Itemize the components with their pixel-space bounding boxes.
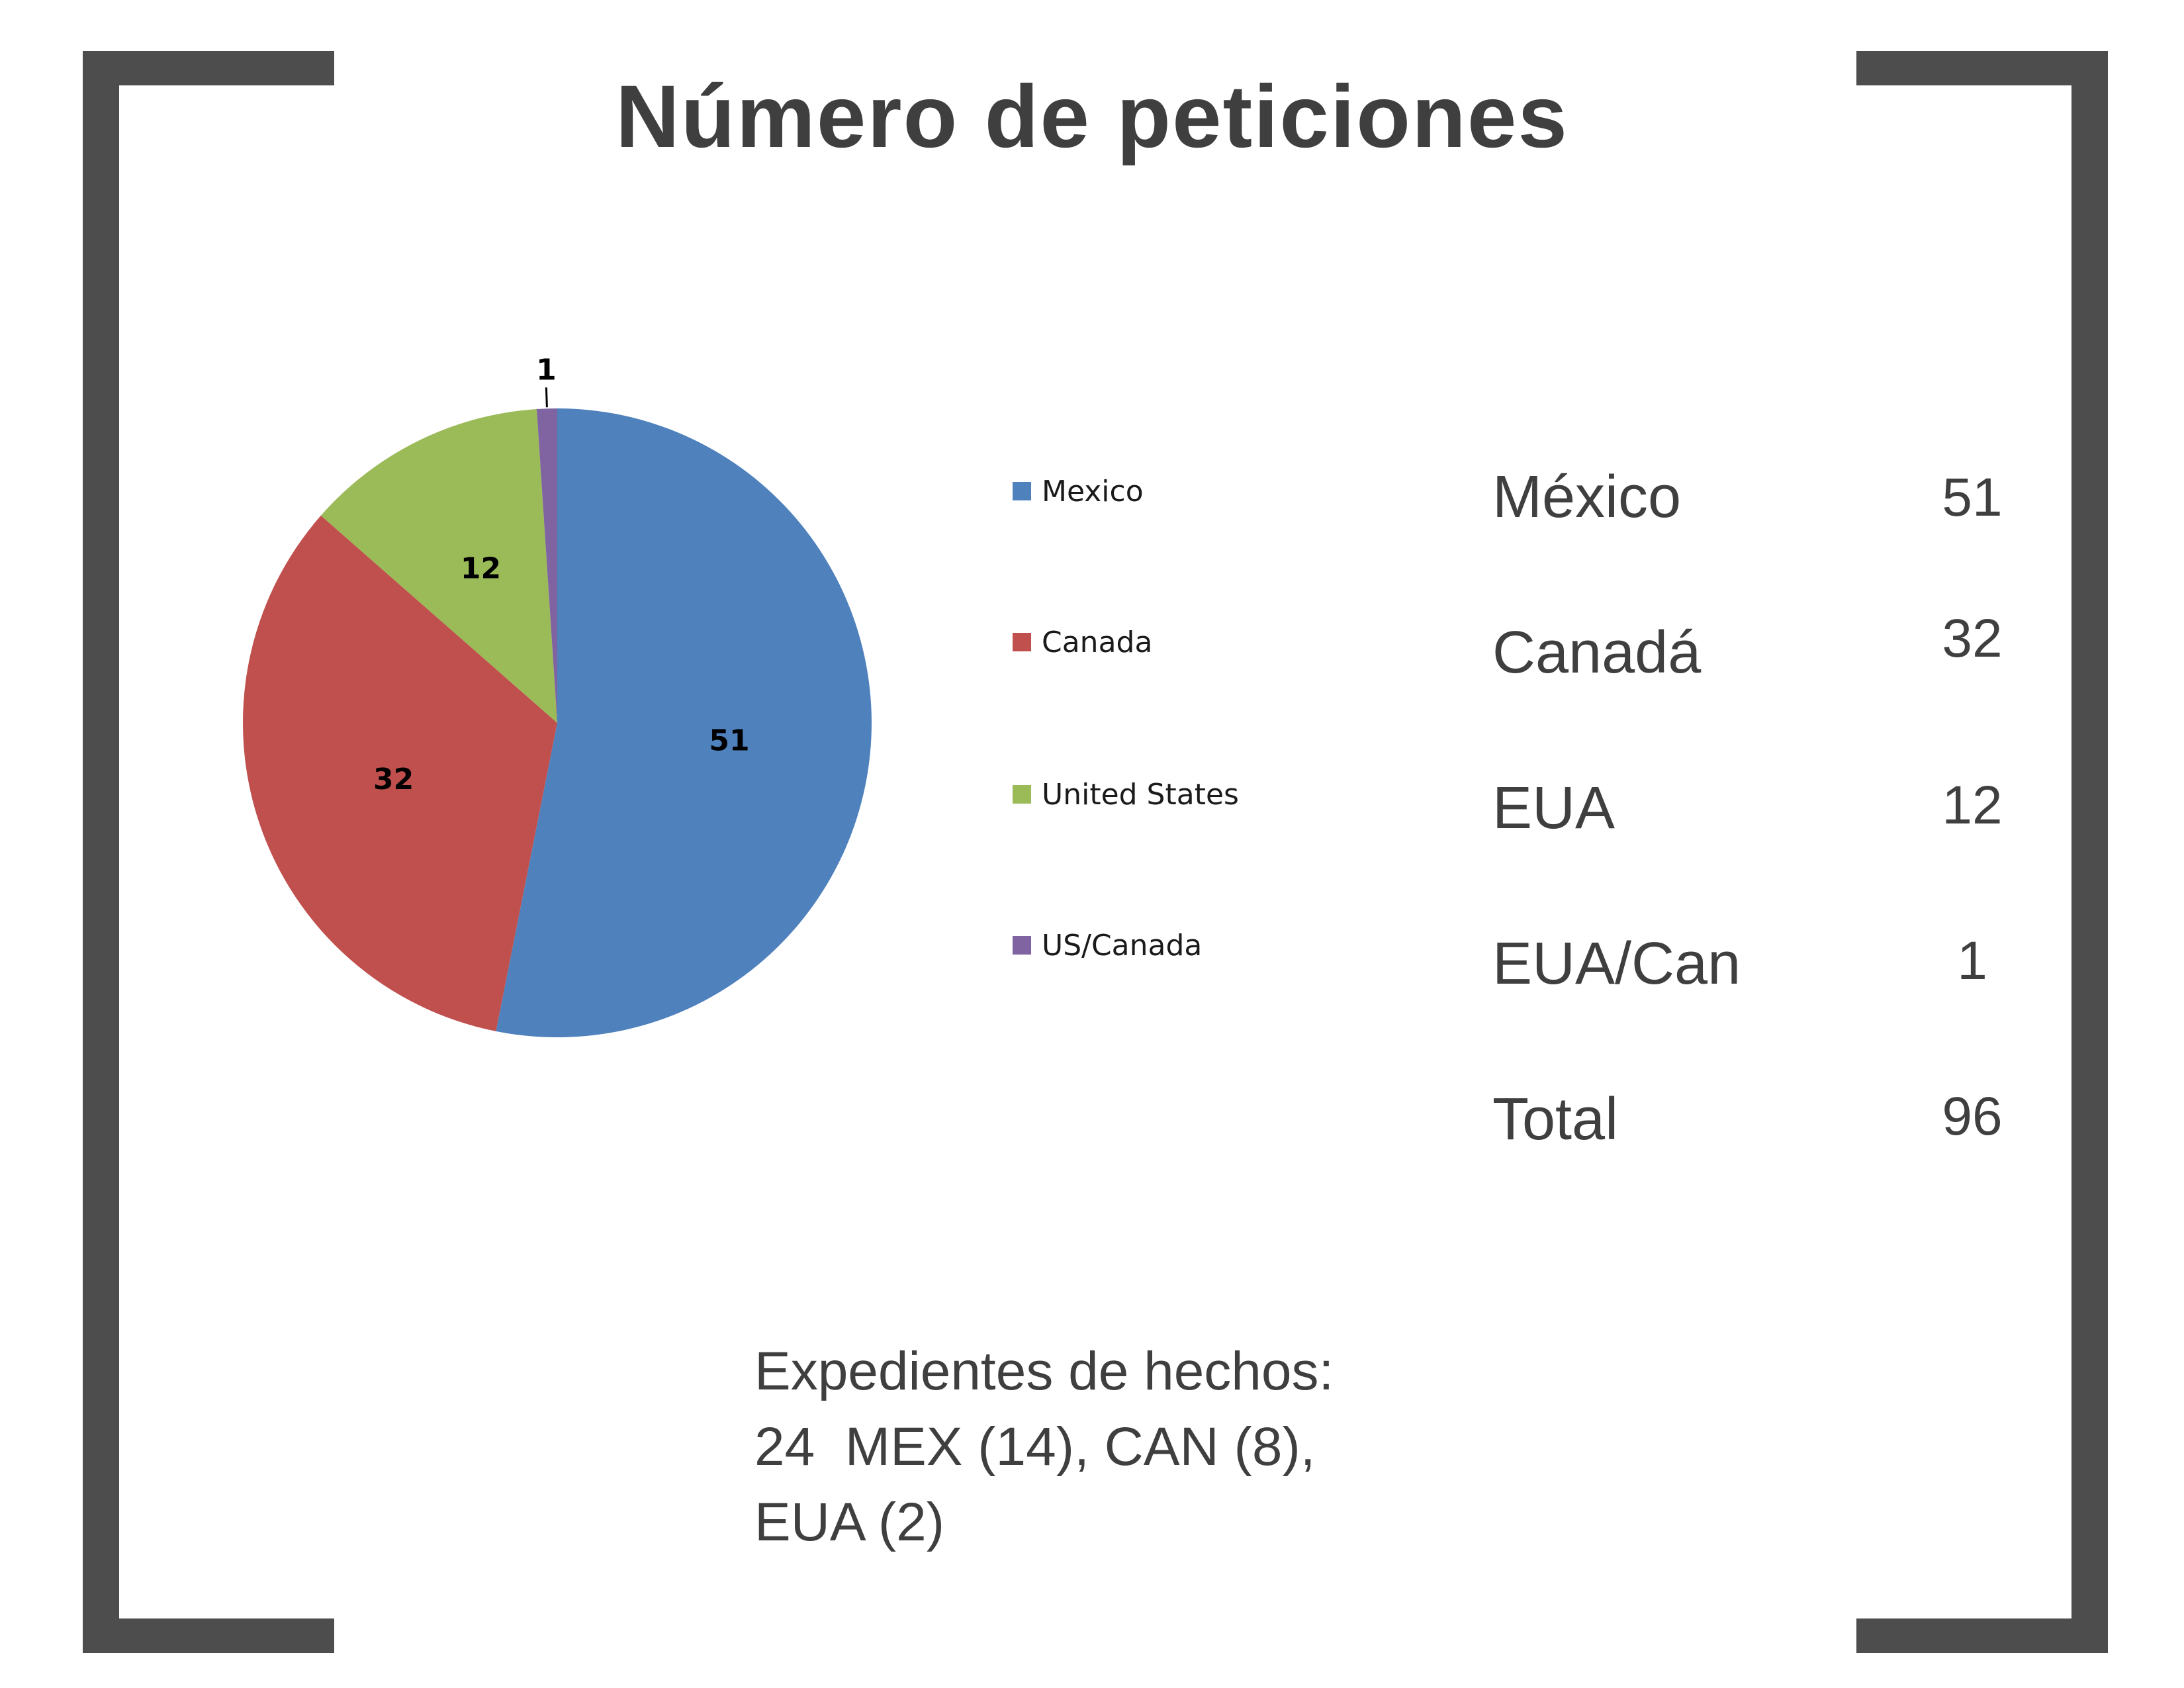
legend-swatch [1013, 785, 1031, 804]
legend-swatch [1013, 482, 1031, 500]
table-row-label: Canadá [1492, 620, 1702, 686]
pie-slice-united-states [320, 409, 557, 723]
leader-line [545, 387, 548, 408]
right-bracket-side [2071, 51, 2108, 1653]
left-bracket-side [83, 51, 119, 1653]
table-row-value: 32 [1942, 608, 2003, 669]
data-label-us-canada: 1 [536, 353, 557, 387]
table-row-label: EUA/Can [1492, 931, 1741, 997]
legend-label: United States [1042, 777, 1239, 812]
data-label-united-states: 12 [461, 552, 501, 586]
left-bracket-bottom [83, 1618, 334, 1653]
note-line: Expedientes de hechos: [754, 1341, 1334, 1401]
data-label-canada: 32 [373, 763, 414, 796]
table-row-value: 12 [1942, 775, 2003, 835]
left-bracket-top [83, 51, 334, 85]
table-row-label: Total [1492, 1086, 1619, 1152]
pie-slice-mexico [496, 408, 872, 1038]
legend-swatch [1013, 633, 1031, 651]
legend-swatch [1013, 936, 1031, 955]
legend-item-canada: Canada [1013, 622, 1152, 662]
table-row-value: 51 [1942, 467, 2003, 528]
right-bracket-bottom [1856, 1618, 2108, 1653]
table-row-label: México [1492, 464, 1682, 530]
table-row-label: EUA [1492, 775, 1615, 841]
legend-label: Canada [1042, 625, 1153, 659]
legend-item-mexico: Mexico [1013, 471, 1144, 511]
data-label-mexico: 51 [709, 724, 749, 758]
right-bracket-top [1856, 51, 2108, 85]
legend-label: US/Canada [1042, 928, 1203, 962]
case-files-note: Expedientes de hechos: 24 MEX (14), CAN … [754, 1334, 1334, 1560]
pie-slice-canada [242, 515, 557, 1031]
note-line: EUA (2) [754, 1492, 945, 1552]
note-line: 24 MEX (14), CAN (8), [754, 1417, 1316, 1477]
pie-slice-us-canada [536, 408, 557, 723]
table-row-value: 1 [1957, 931, 1987, 991]
legend-label: Mexico [1042, 474, 1144, 508]
legend-item-us-canada: US/Canada [1013, 925, 1202, 965]
chart-title: Número de peticiones [615, 68, 1569, 166]
legend-item-united-states: United States [1013, 774, 1239, 814]
table-row-value: 96 [1942, 1086, 2003, 1147]
